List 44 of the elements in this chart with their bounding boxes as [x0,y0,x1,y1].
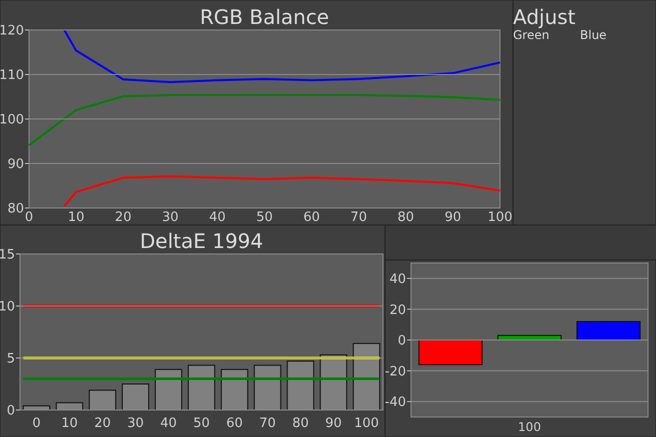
y-tick-label: 120 [0,24,24,39]
y-tick-label: 15 [0,248,15,263]
text: Green [513,28,550,42]
line-series [28,94,501,146]
y-tick-label: 40 [389,272,406,287]
x-tick-label: 30 [162,210,179,225]
y-tick-label: 10 [0,300,15,315]
text: Blue [580,28,607,42]
text: Adjust [513,5,576,29]
x-tick-label: 30 [127,416,144,431]
line-series [63,29,501,84]
x-tick-label: 20 [114,210,132,225]
bar [418,340,483,366]
y-tick-label: 0 [398,334,406,349]
x-tick-label: 90 [444,210,462,225]
chart-title: DeltaE 1994 [140,229,264,253]
y-tick-label: 0 [6,404,15,419]
x-tick-label: 10 [61,416,78,431]
y-tick-label: 90 [7,157,24,172]
x-tick-label: 0 [24,210,34,225]
x-tick-label: 40 [209,210,226,225]
bar [576,321,641,340]
y-tick-label: -40 [384,395,406,410]
x-tick-label: 80 [292,416,309,431]
chart-title: RGB Balance [200,5,330,29]
x-tick-label: 20 [94,416,111,431]
x-tick-label: 50 [256,210,273,225]
line-series [63,175,501,208]
x-tick-label: 100 [488,210,512,225]
y-tick-label: -20 [384,364,406,380]
x-tick-label: 0 [32,416,41,431]
x-tick-label: 90 [325,416,342,431]
x-tick-label: 100 [354,416,379,431]
x-tick-label: 50 [193,416,210,431]
y-tick-label: 100 [0,112,24,128]
x-tick-label: 70 [350,210,367,225]
y-tick-label: 5 [6,352,15,367]
x-tick-label: 60 [226,416,243,431]
x-tick-label: 40 [160,416,177,431]
x-tick-label: 10 [68,210,84,225]
x-tick-label: 60 [303,210,320,225]
y-tick-label: 20 [389,302,406,318]
y-tick-label: 110 [0,68,24,84]
x-tick-label: 70 [259,416,276,431]
